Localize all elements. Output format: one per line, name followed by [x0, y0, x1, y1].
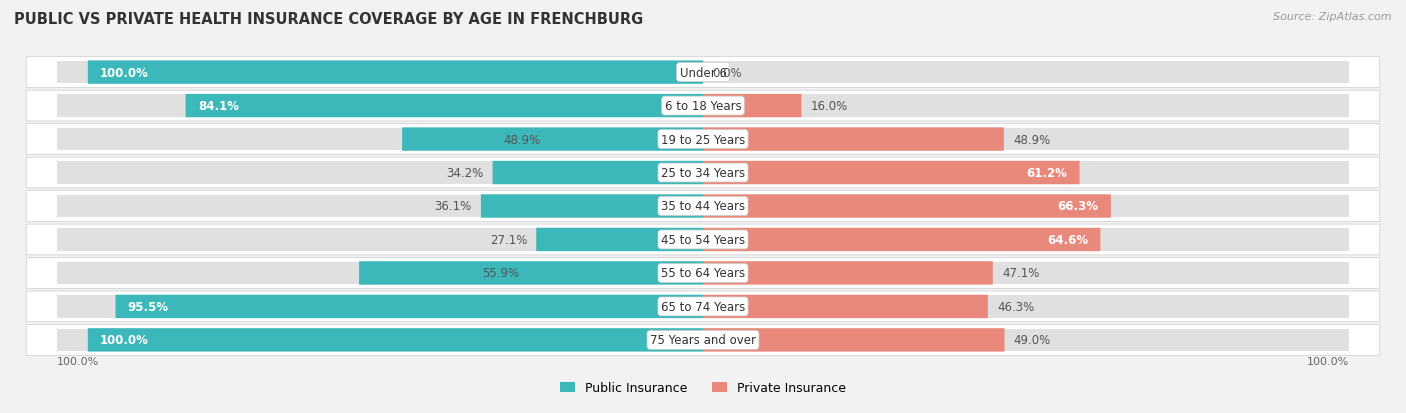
Text: 55.9%: 55.9% [482, 267, 519, 280]
Text: 100.0%: 100.0% [58, 356, 100, 366]
FancyBboxPatch shape [703, 195, 1111, 218]
Text: PUBLIC VS PRIVATE HEALTH INSURANCE COVERAGE BY AGE IN FRENCHBURG: PUBLIC VS PRIVATE HEALTH INSURANCE COVER… [14, 12, 644, 27]
FancyBboxPatch shape [27, 91, 1379, 122]
FancyBboxPatch shape [27, 291, 1379, 322]
FancyBboxPatch shape [703, 228, 1101, 252]
Text: 48.9%: 48.9% [1012, 133, 1050, 146]
FancyBboxPatch shape [27, 258, 1379, 289]
Bar [703, 329, 1348, 351]
Text: 100.0%: 100.0% [100, 66, 149, 79]
FancyBboxPatch shape [186, 95, 703, 118]
Bar [703, 62, 1348, 84]
Legend: Public Insurance, Private Insurance: Public Insurance, Private Insurance [555, 377, 851, 398]
Text: Source: ZipAtlas.com: Source: ZipAtlas.com [1274, 12, 1392, 22]
FancyBboxPatch shape [703, 95, 801, 118]
Text: 64.6%: 64.6% [1047, 233, 1088, 247]
Text: 0.0%: 0.0% [713, 66, 742, 79]
FancyBboxPatch shape [703, 128, 1004, 152]
Text: 55 to 64 Years: 55 to 64 Years [661, 267, 745, 280]
Text: 65 to 74 Years: 65 to 74 Years [661, 300, 745, 313]
FancyBboxPatch shape [481, 195, 703, 218]
Text: 75 Years and over: 75 Years and over [650, 334, 756, 347]
Text: 46.3%: 46.3% [997, 300, 1035, 313]
FancyBboxPatch shape [27, 158, 1379, 188]
Bar [703, 195, 1348, 218]
FancyBboxPatch shape [27, 191, 1379, 222]
FancyBboxPatch shape [492, 161, 703, 185]
FancyBboxPatch shape [115, 295, 703, 318]
FancyBboxPatch shape [27, 225, 1379, 255]
Bar [58, 262, 703, 285]
Text: 48.9%: 48.9% [503, 133, 540, 146]
Text: 49.0%: 49.0% [1014, 334, 1050, 347]
Text: 19 to 25 Years: 19 to 25 Years [661, 133, 745, 146]
Bar [703, 162, 1348, 185]
Text: 6 to 18 Years: 6 to 18 Years [665, 100, 741, 113]
Bar [58, 195, 703, 218]
Text: 47.1%: 47.1% [1002, 267, 1039, 280]
FancyBboxPatch shape [27, 57, 1379, 88]
Text: 35 to 44 Years: 35 to 44 Years [661, 200, 745, 213]
Text: 100.0%: 100.0% [100, 334, 149, 347]
Text: 66.3%: 66.3% [1057, 200, 1098, 213]
Text: 27.1%: 27.1% [489, 233, 527, 247]
Text: Under 6: Under 6 [679, 66, 727, 79]
Bar [58, 128, 703, 151]
FancyBboxPatch shape [703, 295, 988, 318]
FancyBboxPatch shape [87, 61, 703, 85]
Text: 100.0%: 100.0% [1306, 356, 1348, 366]
Bar [703, 295, 1348, 318]
Bar [703, 95, 1348, 118]
Text: 84.1%: 84.1% [198, 100, 239, 113]
FancyBboxPatch shape [703, 328, 1004, 352]
FancyBboxPatch shape [27, 124, 1379, 155]
Bar [58, 329, 703, 351]
Text: 36.1%: 36.1% [434, 200, 471, 213]
FancyBboxPatch shape [703, 261, 993, 285]
Bar [58, 295, 703, 318]
FancyBboxPatch shape [87, 328, 703, 352]
Text: 25 to 34 Years: 25 to 34 Years [661, 166, 745, 180]
Bar [58, 95, 703, 118]
FancyBboxPatch shape [536, 228, 703, 252]
Bar [58, 228, 703, 251]
FancyBboxPatch shape [402, 128, 703, 152]
FancyBboxPatch shape [27, 325, 1379, 356]
Text: 61.2%: 61.2% [1026, 166, 1067, 180]
Bar [58, 162, 703, 185]
FancyBboxPatch shape [703, 161, 1080, 185]
Bar [703, 262, 1348, 285]
Bar [58, 62, 703, 84]
Bar [703, 228, 1348, 251]
FancyBboxPatch shape [359, 261, 703, 285]
Text: 34.2%: 34.2% [446, 166, 484, 180]
Text: 45 to 54 Years: 45 to 54 Years [661, 233, 745, 247]
Bar [703, 128, 1348, 151]
Text: 95.5%: 95.5% [128, 300, 169, 313]
Text: 16.0%: 16.0% [811, 100, 848, 113]
